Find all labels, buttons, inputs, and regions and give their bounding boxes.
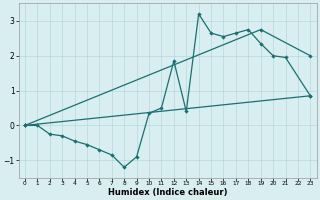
X-axis label: Humidex (Indice chaleur): Humidex (Indice chaleur): [108, 188, 228, 197]
